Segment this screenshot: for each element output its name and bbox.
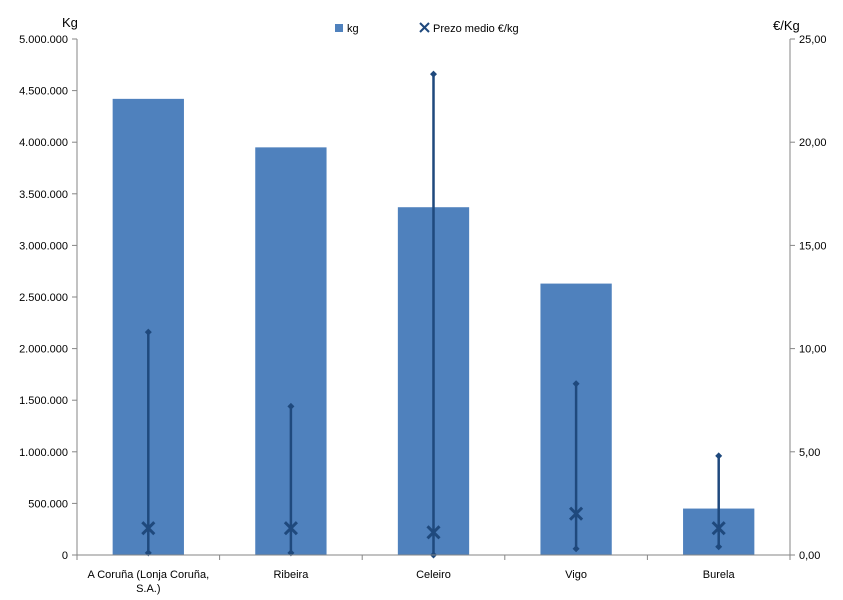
y-right-tick-label: 25,00 [799,34,827,46]
y-left-tick-label: 4.000.000 [19,137,68,149]
x-marker-stroke [283,521,298,536]
legend-label-price: Prezo medio €/kg [433,23,519,35]
price-mean-x-marker [283,521,298,536]
x-marker-stroke [569,506,584,521]
y-left-tick-label: 1.500.000 [19,395,68,407]
price-ranges-group [141,70,726,559]
price-max-marker [715,452,723,460]
x-marker-stroke [141,521,156,536]
y-right-axis-label: €/Kg [773,18,800,33]
price-max-marker [144,328,152,336]
price-mean-x-marker [141,521,156,536]
legend: kg Prezo medio €/kg [335,22,519,35]
y-left-tick-label: 5.000.000 [19,34,68,46]
y-left-tick-label: 0 [62,550,68,562]
y-right-tick-label: 15,00 [799,240,827,252]
legend-x-marker [419,22,430,33]
x-tick-label: Celeiro [416,569,451,581]
x-marker-stroke [426,525,441,540]
x-tick-label: Burela [703,569,736,581]
y-left-tick-label: 1.000.000 [19,447,68,459]
price-mean-x-marker [711,521,726,536]
y-left-tick-label: 2.000.000 [19,344,68,356]
x-tick-label: Vigo [565,569,587,581]
y-right-tick-label: 5,00 [799,447,820,459]
x-tick-label: Ribeira [273,569,309,581]
y-right-tick-label: 0,00 [799,550,820,562]
y-left-tick-label: 2.500.000 [19,292,68,304]
y-left-tick-label: 3.000.000 [19,240,68,252]
legend-swatch-kg [335,24,343,32]
price-max-marker [572,380,580,388]
y-right-tick-label: 20,00 [799,137,827,149]
price-mean-x-marker [569,506,584,521]
price-mean-x-marker [426,525,441,540]
y-left-axis-label: Kg [62,15,78,30]
y-right-tick-label: 10,00 [799,344,827,356]
price-max-marker [287,402,295,410]
y-left-tick-label: 4.500.000 [19,86,68,98]
price-max-marker [430,70,437,78]
price-min-marker [572,545,580,553]
legend-label-kg: kg [347,23,359,35]
x-tick-label: A Coruña (Lonja Coruña, [87,569,209,581]
price-min-marker [715,543,723,551]
y-left-tick-label: 500.000 [28,498,68,510]
x-marker-stroke [711,521,726,536]
axes-group: 0 500.000 1.000.000 1.500.000 2.000.000 2.500… [19,34,826,595]
y-left-tick-label: 3.500.000 [19,189,68,201]
x-tick-label: S.A.) [136,583,160,595]
